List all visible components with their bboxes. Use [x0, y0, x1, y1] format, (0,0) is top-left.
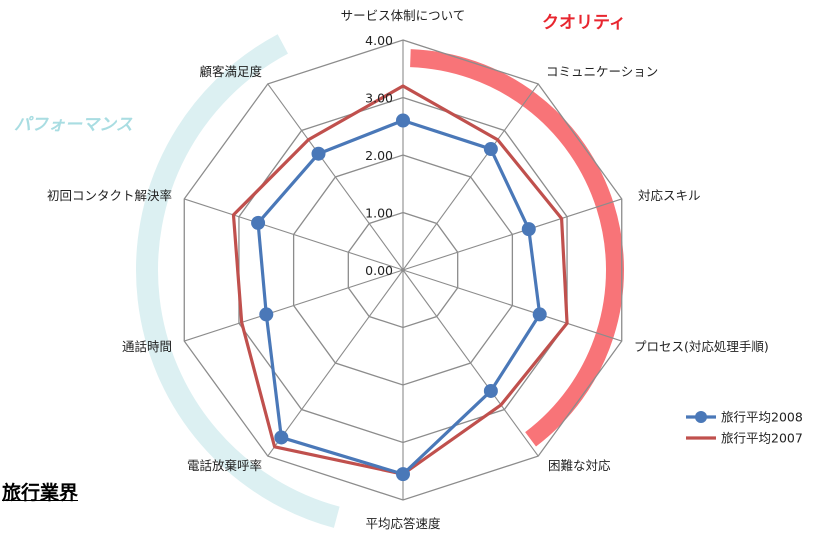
- spoke: [402, 269, 622, 342]
- radial-tick-labels: 0.00 1.00 2.00 3.00 4.00: [365, 33, 393, 278]
- spoke: [402, 83, 539, 271]
- tick-label: 0.00: [365, 263, 393, 278]
- data-point: [259, 307, 274, 322]
- legend: 旅行平均2008 旅行平均2007: [686, 410, 803, 446]
- category-label: プロセス(対応処理手順): [634, 339, 769, 354]
- industry-label: 旅行業界: [2, 482, 79, 504]
- data-point: [532, 307, 547, 322]
- series-line: [231, 84, 569, 476]
- category-label: 初回コンタクト解決率: [47, 188, 172, 203]
- tick-label: 3.00: [365, 91, 393, 106]
- quality-arc: [410, 49, 624, 447]
- spoke: [402, 198, 622, 271]
- data-point: [251, 215, 266, 230]
- series-line: [256, 118, 542, 476]
- tick-label: 1.00: [365, 206, 393, 221]
- category-label: 顧客満足度: [199, 64, 262, 79]
- legend-entry: 旅行平均2008: [721, 410, 803, 425]
- legend-marker: [695, 411, 707, 423]
- performance-group-label: パフォーマンス: [14, 115, 133, 135]
- category-label: 通話時間: [122, 339, 172, 354]
- spoke: [184, 198, 404, 271]
- spoke: [402, 269, 539, 457]
- tick-label: 4.00: [365, 33, 393, 48]
- category-label: コミュニケーション: [546, 64, 658, 79]
- category-label: 平均応答速度: [365, 516, 441, 531]
- data-point: [311, 146, 326, 161]
- spoke: [267, 269, 404, 457]
- data-point: [483, 383, 498, 398]
- performance-arc: [136, 34, 340, 528]
- tick-label: 2.00: [365, 148, 393, 163]
- spoke: [184, 269, 404, 342]
- category-label: 困難な対応: [548, 458, 611, 473]
- data-point: [483, 142, 498, 157]
- quality-group-label: クオリティ: [542, 13, 626, 33]
- legend-entry: 旅行平均2007: [721, 431, 803, 446]
- category-label: サービス体制について: [341, 8, 466, 23]
- category-label: 対応スキル: [638, 188, 701, 203]
- category-label: 電話放棄呼率: [187, 458, 262, 473]
- category-group-arcs: [136, 34, 624, 528]
- radar-series: [231, 84, 569, 482]
- spoke: [267, 83, 404, 271]
- data-point: [396, 113, 410, 128]
- data-point: [396, 467, 410, 482]
- data-point: [274, 430, 289, 445]
- radar-spokes: [184, 40, 622, 500]
- data-point: [521, 222, 536, 237]
